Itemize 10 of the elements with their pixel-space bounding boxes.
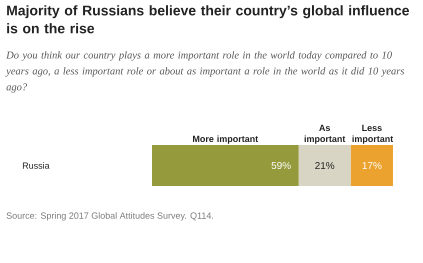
chart-subtitle: Do you think our country plays a more important role in the world today compared to 10 years ago, a less important role or about as important a role in the world as it did 10 years ago? <box>5 51 404 93</box>
source-note: Source: Spring 2017 Global Attitudes Survey. Q114. <box>6 212 214 221</box>
data-label: 17% <box>362 162 382 169</box>
chart-title: Majority of Russians believe their country’s global influence is on the rise <box>7 5 409 34</box>
y-tick-label: Russia <box>22 162 50 169</box>
series-label: More important <box>193 135 258 144</box>
data-label: 21% <box>315 162 334 170</box>
series-label: As important <box>304 124 346 144</box>
series-label: Less important <box>352 124 394 144</box>
data-label: 59% <box>272 162 291 170</box>
